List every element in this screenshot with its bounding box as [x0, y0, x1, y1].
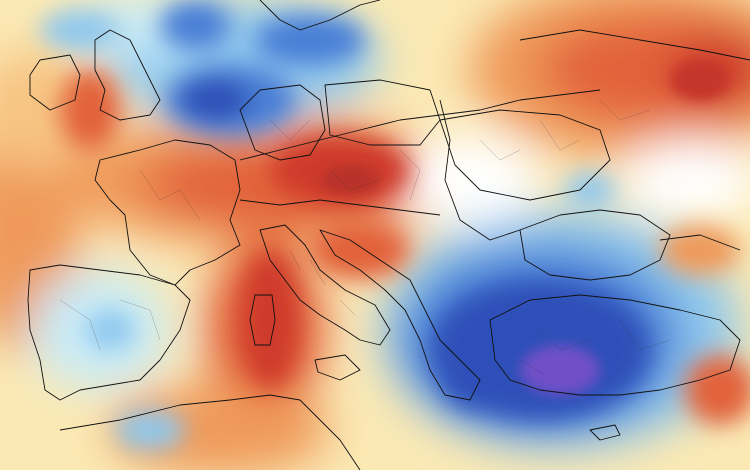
coast-italy: [259, 224, 391, 346]
coast-anatolia: [489, 294, 741, 396]
core-scotland-lightblue: [40, 10, 120, 50]
border-east: [439, 99, 521, 241]
core-austria-darkred: [320, 165, 380, 195]
core-sardinia-red: [240, 250, 300, 390]
core-ireland-redorange: [60, 70, 120, 150]
core-blacksea-lightblue: [565, 172, 615, 208]
core-benelux-deepblue: [180, 78, 250, 122]
core-levant-redorange: [685, 355, 750, 425]
border-russia: [519, 29, 750, 61]
core-iberia-lightblue: [85, 310, 135, 350]
regional-lines-east: [479, 99, 651, 161]
core-baltic-blue: [255, 15, 365, 65]
border-poland: [324, 79, 441, 146]
border-germany: [239, 84, 326, 161]
coast-blacksea: [519, 209, 671, 281]
anomaly-core-layer: [320, 60, 730, 395]
border-caucasus: [659, 234, 741, 251]
core-caucasus-orange: [660, 225, 740, 275]
regional-lines-central: [269, 119, 421, 201]
field-caspian-white: [620, 140, 750, 220]
core-russia-darkred: [670, 60, 730, 100]
core-adriatic-redorange: [310, 220, 410, 280]
borders-layer: [27, 0, 750, 470]
coast-france: [94, 139, 241, 286]
coast-sicily: [314, 354, 361, 381]
core-anatolia-purple: [520, 345, 600, 395]
border-ukraine: [439, 109, 611, 201]
core-northsea-blue: [160, 0, 230, 50]
border-alps: [239, 199, 441, 216]
border-central: [239, 89, 601, 161]
coast-iberia: [27, 264, 191, 401]
coast-balkans: [319, 229, 481, 401]
coast-sardinia: [249, 294, 276, 346]
regional-lines-west: [59, 169, 201, 351]
core-greece-deepblue: [435, 310, 515, 410]
coast-ireland: [29, 54, 81, 111]
coast-northafrica: [59, 394, 361, 470]
regional-lines-italy: [289, 249, 356, 316]
core-morocco-lightblue: [115, 410, 185, 450]
regional-borders-layer: [59, 99, 671, 376]
coast-scandinavia: [259, 0, 381, 31]
regional-lines-anatolia: [519, 319, 671, 376]
coast-britain: [94, 29, 161, 121]
field-nafrica-orange: [110, 385, 330, 470]
coast-cyprus: [589, 424, 621, 441]
